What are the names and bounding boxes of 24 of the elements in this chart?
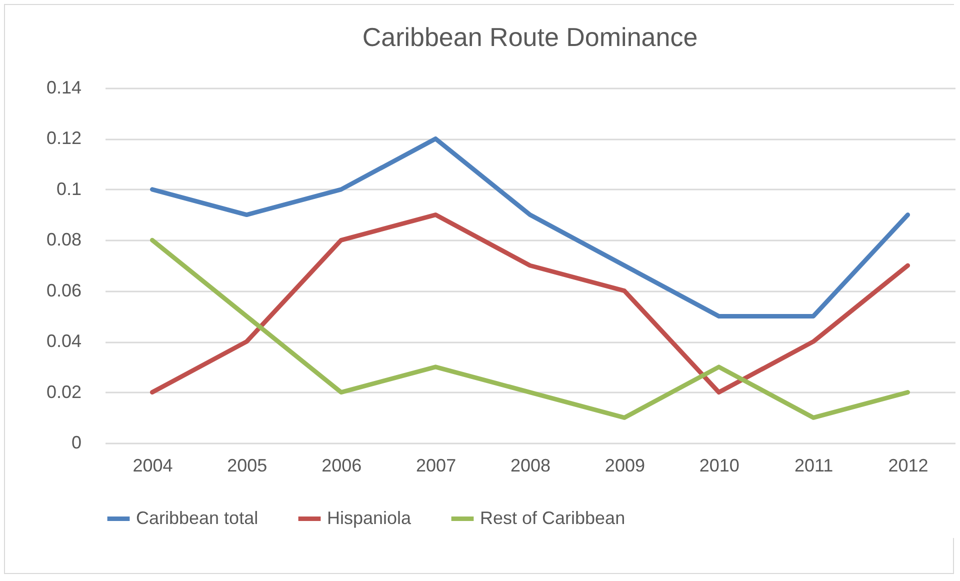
- y-tick-label: 0.08: [46, 230, 82, 250]
- y-tick-label: 0: [71, 432, 82, 452]
- x-tick-label: 2005: [227, 456, 268, 476]
- y-tick-label: 0.1: [56, 178, 82, 199]
- y-tick-label: 0.14: [46, 78, 82, 98]
- line-series: [150, 238, 910, 420]
- y-tick-label: 0.04: [46, 331, 82, 352]
- legend-label: Caribbean total: [136, 508, 258, 528]
- x-tick-label: 2010: [699, 456, 740, 476]
- chart-title: Caribbean Route Dominance: [362, 22, 698, 52]
- x-tick-label: 2008: [510, 456, 551, 476]
- x-tick-label: 2004: [132, 456, 173, 476]
- x-tick-label: 2009: [604, 456, 645, 476]
- legend-label: Rest of Caribbean: [480, 508, 626, 528]
- y-tick-label: 0.02: [46, 382, 82, 402]
- y-tick-label: 0.12: [46, 128, 82, 148]
- x-tick-label: 2012: [888, 456, 928, 476]
- line-series: [150, 136, 910, 318]
- x-tick-label: 2011: [794, 456, 834, 476]
- legend-label: Hispaniola: [327, 508, 412, 528]
- x-tick-label: 2006: [322, 456, 362, 476]
- y-tick-label: 0.06: [46, 280, 82, 300]
- x-tick-label: 2007: [416, 456, 456, 476]
- line-series: [150, 212, 910, 395]
